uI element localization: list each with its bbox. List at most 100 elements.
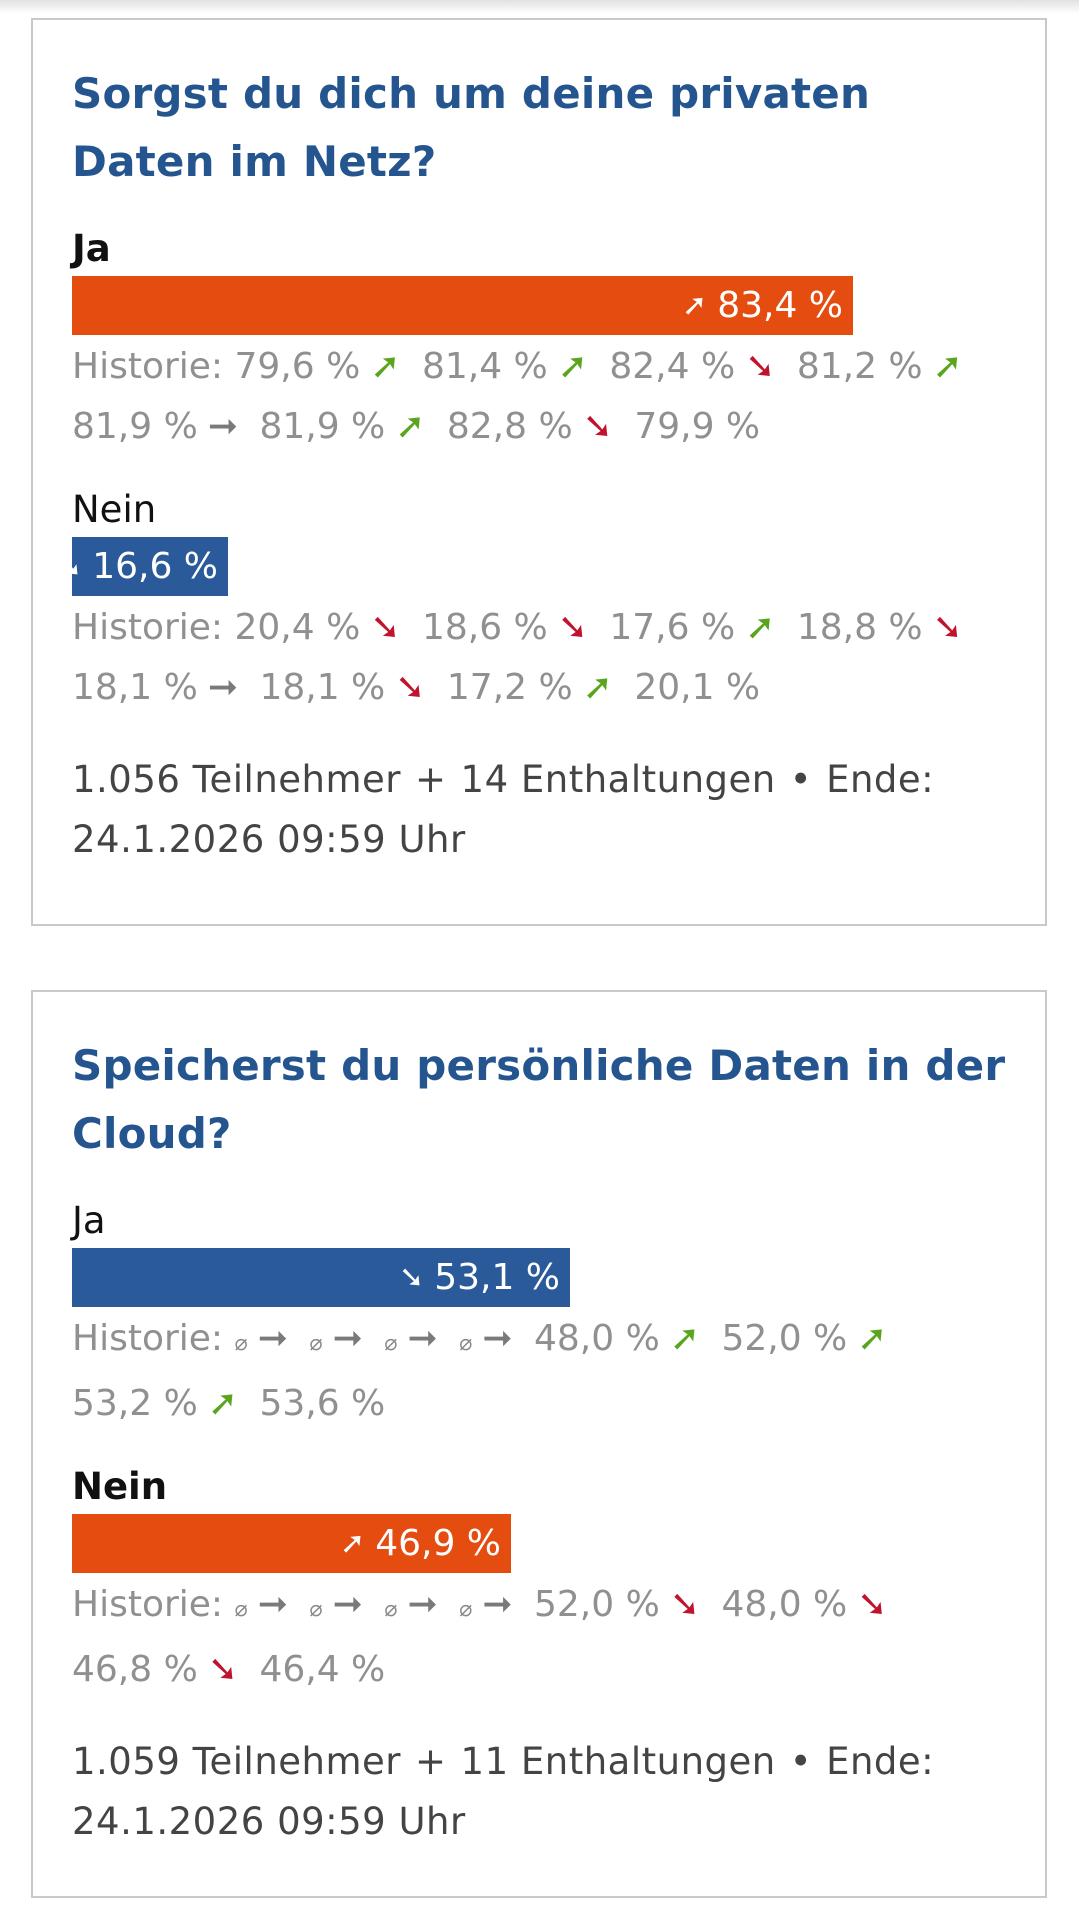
history-value: 20,1 % (634, 667, 761, 708)
trend-flat-arrow-icon: ➞ (207, 667, 238, 708)
trend-up-arrow-icon: ➚ (582, 667, 613, 708)
trend-up-arrow-icon: ➚ (857, 1318, 888, 1359)
history-label: Historie: (72, 1584, 235, 1625)
history-value: 53,6 % (259, 1383, 386, 1424)
end-label: Ende: (826, 1740, 935, 1783)
history-value: 81,4 % (421, 346, 548, 387)
history-label: Historie: (72, 1318, 235, 1359)
result-percent: 53,1 % (434, 1257, 560, 1298)
poll-question: Speicherst du persönliche Daten in der C… (72, 1041, 1006, 1158)
top-shadow (0, 0, 1079, 14)
history-label: Historie: (72, 607, 235, 648)
history-empty-value: ⌀ (309, 1597, 323, 1622)
history-value: 52,0 % (534, 1584, 660, 1625)
history-value: 81,9 % (259, 406, 386, 447)
abstentions-count: 11 Enthaltungen (460, 1740, 776, 1783)
history-value: 17,2 % (446, 667, 573, 708)
history-empty-value: ⌀ (384, 1331, 398, 1356)
trend-down-arrow-icon: ➘ (557, 607, 588, 648)
history-line: Historie: 20,4 % ➘ 18,6 % ➘ 17,6 % ➚ 18,8 %… (72, 598, 1006, 718)
trend-down-arrow-icon: ➘ (399, 1259, 425, 1295)
trend-up-arrow-icon: ➚ (669, 1318, 700, 1359)
participants-count: 1.059 Teilnehmer (72, 1740, 402, 1783)
history-value: 53,2 % (72, 1383, 198, 1424)
trend-flat-arrow-icon: ➞ (332, 1584, 363, 1625)
end-date: 24.1.2026 09:59 Uhr (72, 1800, 466, 1843)
result-bar-track: ➘ 53,1 % (72, 1248, 1009, 1307)
history-value: 48,0 % (534, 1318, 660, 1359)
result-bar: ➘ 53,1 % (72, 1248, 570, 1307)
trend-up-arrow-icon: ➚ (932, 346, 963, 387)
poll-question: Sorgst du dich um deine privaten Daten i… (72, 69, 871, 186)
trend-up-arrow-icon: ➚ (340, 1525, 366, 1561)
trend-up-arrow-icon: ➚ (370, 346, 401, 387)
result-bar: ➘ 16,6 % (57, 537, 228, 596)
trend-flat-arrow-icon: ➞ (257, 1318, 288, 1359)
option-label: Ja (72, 227, 111, 270)
result-bar: ➚ 46,9 % (72, 1514, 511, 1573)
history-value: 18,8 % (796, 607, 923, 648)
history-label: Historie: (72, 346, 235, 387)
trend-up-arrow-icon: ➚ (395, 406, 426, 447)
history-empty-value: ⌀ (234, 1331, 248, 1356)
trend-up-arrow-icon: ➚ (207, 1383, 238, 1424)
history-value: 81,2 % (796, 346, 923, 387)
trend-up-arrow-icon: ➚ (745, 607, 776, 648)
history-value: 81,9 % (72, 406, 198, 447)
end-label: Ende: (826, 758, 935, 801)
history-value: 82,8 % (446, 406, 573, 447)
history-value: 48,0 % (721, 1584, 848, 1625)
participants-count: 1.056 Teilnehmer (72, 758, 402, 801)
history-value: 18,1 % (72, 667, 198, 708)
history-value: 18,6 % (421, 607, 548, 648)
history-empty-value: ⌀ (459, 1597, 473, 1622)
trend-down-arrow-icon: ➘ (207, 1649, 238, 1690)
option-label: Ja (72, 1199, 106, 1242)
option-label: Nein (72, 1465, 168, 1508)
history-value: 46,4 % (259, 1649, 386, 1690)
history-empty-value: ⌀ (459, 1331, 473, 1356)
poll-card: Speicherst du persönliche Daten in der C… (31, 990, 1047, 1898)
result-percent: 83,4 % (717, 285, 843, 326)
history-empty-value: ⌀ (384, 1597, 398, 1622)
trend-up-arrow-icon: ➚ (682, 287, 708, 323)
trend-down-arrow-icon: ➘ (370, 607, 401, 648)
trend-down-arrow-icon: ➘ (57, 548, 83, 584)
history-value: 17,6 % (609, 607, 736, 648)
result-bar-track: ➚ 46,9 % (72, 1514, 1009, 1573)
trend-down-arrow-icon: ➘ (745, 346, 776, 387)
result-percent: 46,9 % (375, 1523, 501, 1564)
trend-flat-arrow-icon: ➞ (207, 406, 238, 447)
poll-footer: 1.056 Teilnehmer +14 Enthaltungen • Ende: 2… (72, 750, 1006, 870)
history-value: 79,6 % (234, 346, 361, 387)
result-bar-track: ➚ 83,4 % (72, 276, 1009, 335)
plus-separator: + (415, 1740, 447, 1783)
history-line: Historie: ⌀ ➞ ⌀ ➞ ⌀ ➞ ⌀ ➞ 48,0 % ➚ 52,0 % ➚ 53… (72, 1309, 1006, 1434)
history-empty-value: ⌀ (234, 1597, 248, 1622)
trend-flat-arrow-icon: ➞ (407, 1584, 438, 1625)
trend-down-arrow-icon: ➘ (395, 667, 426, 708)
trend-down-arrow-icon: ➘ (932, 607, 963, 648)
result-percent: 16,6 % (92, 546, 218, 587)
trend-down-arrow-icon: ➘ (857, 1584, 888, 1625)
history-value: 18,1 % (259, 667, 386, 708)
option-label: Nein (72, 488, 157, 531)
trend-flat-arrow-icon: ➞ (257, 1584, 288, 1625)
plus-separator: + (415, 758, 447, 801)
history-value: 52,0 % (721, 1318, 848, 1359)
poll-card: Sorgst du dich um deine privaten Daten i… (31, 18, 1047, 926)
history-value: 79,9 % (634, 406, 761, 447)
result-bar: ➚ 83,4 % (72, 276, 853, 335)
result-bar-track: ➘ 16,6 % (57, 537, 1009, 596)
trend-flat-arrow-icon: ➞ (407, 1318, 438, 1359)
abstentions-count: 14 Enthaltungen (460, 758, 776, 801)
trend-flat-arrow-icon: ➞ (332, 1318, 363, 1359)
end-date: 24.1.2026 09:59 Uhr (72, 818, 466, 861)
trend-down-arrow-icon: ➘ (669, 1584, 700, 1625)
history-value: 82,4 % (609, 346, 736, 387)
trend-flat-arrow-icon: ➞ (482, 1584, 513, 1625)
history-line: Historie: 79,6 % ➚ 81,4 % ➚ 82,4 % ➘ 81,2 %… (72, 337, 1006, 457)
trend-up-arrow-icon: ➚ (557, 346, 588, 387)
poll-footer: 1.059 Teilnehmer +11 Enthaltungen • Ende: 2… (72, 1732, 1006, 1852)
dot-separator: • (789, 758, 813, 801)
